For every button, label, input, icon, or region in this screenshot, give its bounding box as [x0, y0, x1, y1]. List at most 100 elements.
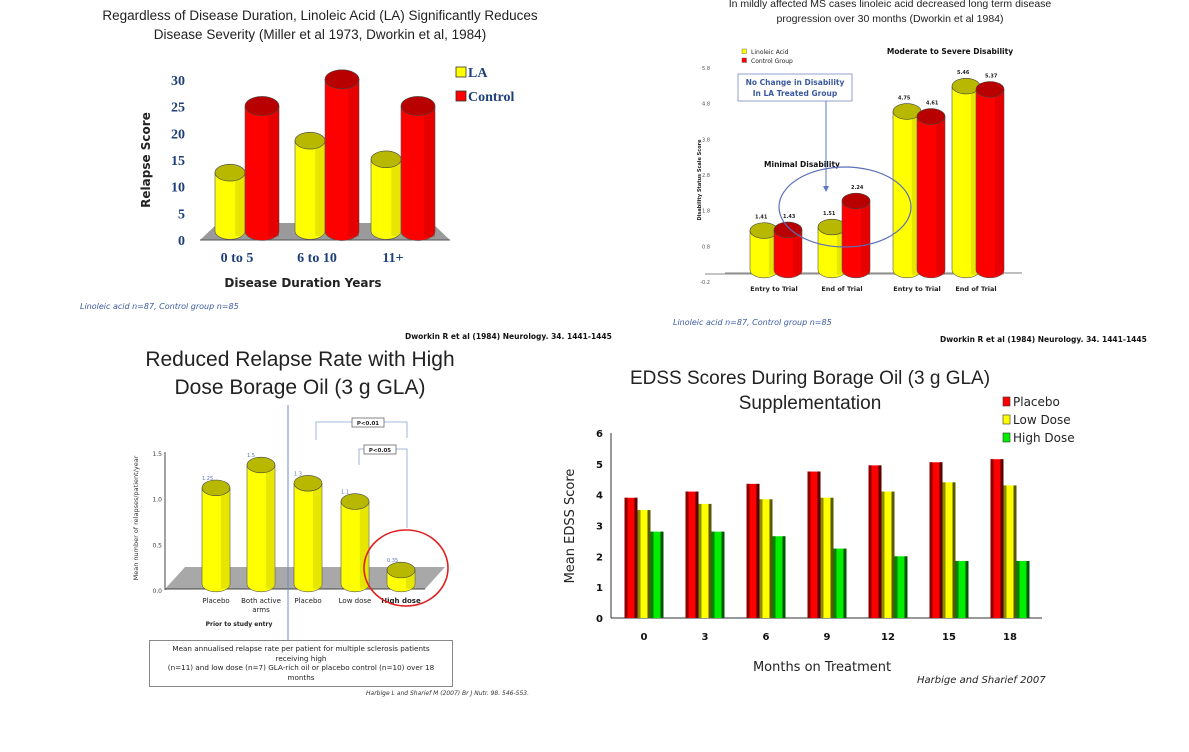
chart1-bar-control-1 — [841, 192, 871, 279]
chart2-bar-3-shade — [359, 501, 369, 589]
chart3-bar-fill — [759, 499, 773, 618]
chart0-bar-la-0-shade — [235, 172, 245, 237]
chart1-bar-control-1-top — [841, 192, 871, 210]
chart1-value-label: 5.37 — [985, 73, 998, 79]
chart0-xtick-label: 6 to 10 — [297, 251, 337, 266]
chart1-xtick-label: End of Trial — [955, 285, 996, 293]
chart1-ytick-label: 1.8 — [702, 209, 710, 215]
chart3-bar-shade-right — [939, 462, 943, 618]
chart3-bar-low-dose-15 — [942, 482, 956, 618]
chart3-bar-shade-right — [647, 510, 651, 618]
chart0-bar-la-0 — [214, 163, 246, 240]
panel-tl-title-line1: Regardless of Disease Duration, Linoleic… — [102, 8, 538, 23]
chart3-ytick-label: 1 — [596, 583, 603, 594]
chart0-legend-swatch-la — [455, 66, 467, 78]
chart2-group-label: Prior to study entry — [206, 621, 273, 628]
chart3-bar-fill — [833, 548, 847, 618]
chart0-ylabel: Relapse Score — [139, 112, 153, 208]
chart3-bar-shade-right — [891, 491, 895, 618]
chart3-bar-fill — [868, 465, 882, 618]
chart1-legend-swatch-1 — [741, 57, 747, 63]
chart2-value-label: 1.5 — [247, 453, 255, 459]
chart3-legend-label-2: High Dose — [1013, 431, 1075, 445]
chart0-ytick-label: 5 — [178, 207, 185, 222]
chart2-value-label: 1.25 — [202, 476, 213, 482]
chart3-bar-low-dose-6 — [759, 499, 773, 618]
chart3-xtick-label: 3 — [702, 632, 709, 643]
chart3-bar-high-dose-9 — [833, 548, 847, 618]
chart3-bar-shade-left — [894, 556, 898, 618]
chart1-bar-la-3-shade — [970, 86, 980, 275]
chart2-ytick-label: 0.0 — [152, 588, 162, 595]
chart3-bar-shade-left — [711, 531, 715, 618]
chart1-callout-arrowhead — [823, 186, 829, 192]
chart3-bar-shade-right — [756, 483, 760, 618]
chart3-bar-shade-right — [721, 531, 725, 618]
chart1-bar-control-1-shade — [860, 200, 870, 275]
chart3-bar-shade-left — [637, 510, 641, 618]
chart3-bar-high-dose-3 — [711, 531, 725, 618]
chart1-value-label: 4.61 — [926, 100, 939, 106]
chart3-bar-shade-right — [782, 536, 786, 618]
chart1-bar-control-3-top — [975, 81, 1005, 98]
chart3-ytick-label: 3 — [596, 522, 603, 533]
chart1-bar-control-1-body — [841, 200, 871, 279]
chart1-bar-control-3 — [975, 81, 1005, 279]
chart1-bar-control-3-body — [975, 89, 1005, 279]
chart1-bar-la-2-shade — [911, 111, 921, 275]
chart3-ytick-label: 2 — [596, 552, 603, 563]
chart2-ytick-label: 1.5 — [152, 451, 162, 458]
chart0-bar-control-0-shade — [267, 106, 279, 237]
chart3-bar-fill — [942, 482, 956, 618]
chart3-bar-fill — [1003, 485, 1017, 618]
chart2-sig1-label: P<0.01 — [357, 421, 379, 427]
chart3-bar-shade-left — [698, 503, 702, 618]
chart3-bar-shade-right — [769, 499, 773, 618]
chart3-bar-shade-left — [1016, 560, 1020, 618]
chart3-ytick-label: 0 — [596, 614, 603, 625]
chart2-bar-0-body — [201, 487, 231, 593]
chart1-value-label: 4.75 — [898, 95, 911, 101]
chart1-ytick-label: 2.8 — [702, 173, 710, 179]
chart3-bar-shade-left — [772, 536, 776, 618]
chart3-bar-fill — [990, 459, 1004, 618]
chart-relapse-by-duration: 0 5 10 15 20 25 30 Relapse Score 0 to 5 6 to 10 11… — [139, 66, 515, 290]
chart3-bar-shade-left — [759, 499, 763, 618]
chart3-bar-placebo-15 — [929, 462, 943, 618]
chart1-value-label: 2.24 — [851, 185, 864, 191]
panel-bl-caption-line1: Mean annualised relapse rate per patient… — [172, 644, 430, 663]
chart0-bar-la-1-top — [294, 131, 326, 150]
chart3-legend-swatch-1 — [1002, 414, 1011, 425]
chart3-bar-fill — [955, 560, 969, 618]
chart3-bar-shade-right — [904, 556, 908, 618]
chart3-bar-shade-right — [1000, 459, 1004, 618]
chart1-bar-control-0-shade — [792, 229, 802, 275]
chart2-bar-1-body — [246, 464, 276, 593]
chart1-highlight-ellipse — [778, 166, 912, 248]
chart0-bar-control-2-body — [400, 105, 436, 241]
chart2-bar-1 — [246, 456, 276, 593]
chart1-bar-control-2-body — [916, 116, 946, 279]
panel-bl-title: Reduced Relapse Rate with High Dose Bora… — [110, 346, 490, 402]
chart2-bar-3 — [340, 493, 370, 593]
chart3-bar-shade-left — [942, 482, 946, 618]
chart3-bar-shade-left — [929, 462, 933, 618]
chart3-bar-shade-right — [965, 560, 969, 618]
chart1-bar-control-2-shade — [935, 116, 945, 275]
chart3-bar-shade-right — [1026, 560, 1030, 618]
chart3-bar-shade-left — [807, 471, 811, 618]
chart0-legend-swatch-control — [455, 90, 467, 102]
chart3-bar-fill — [650, 531, 664, 618]
chart0-bar-control-0 — [244, 96, 280, 241]
chart-disability-progression: -0.2 0.8 1.8 2.8 3.8 4.8 5.8 Disability Status … — [697, 47, 1022, 293]
chart2-bar-1-shade — [265, 465, 275, 589]
chart0-ytick-label: 30 — [171, 74, 185, 89]
chart2-bar-2-top — [293, 475, 323, 492]
panel-tl-reference: Dworkin R et al (1984) Neurology. 34. 14… — [405, 332, 612, 341]
chart0-bar-control-1-top — [324, 69, 360, 90]
chart3-bar-shade-right — [830, 497, 834, 618]
chart3-bar-fill — [820, 497, 834, 618]
chart1-group-label-minimal: Minimal Disability — [764, 160, 840, 169]
chart3-bar-placebo-3 — [685, 491, 699, 618]
chart3-bar-high-dose-0 — [650, 531, 664, 618]
